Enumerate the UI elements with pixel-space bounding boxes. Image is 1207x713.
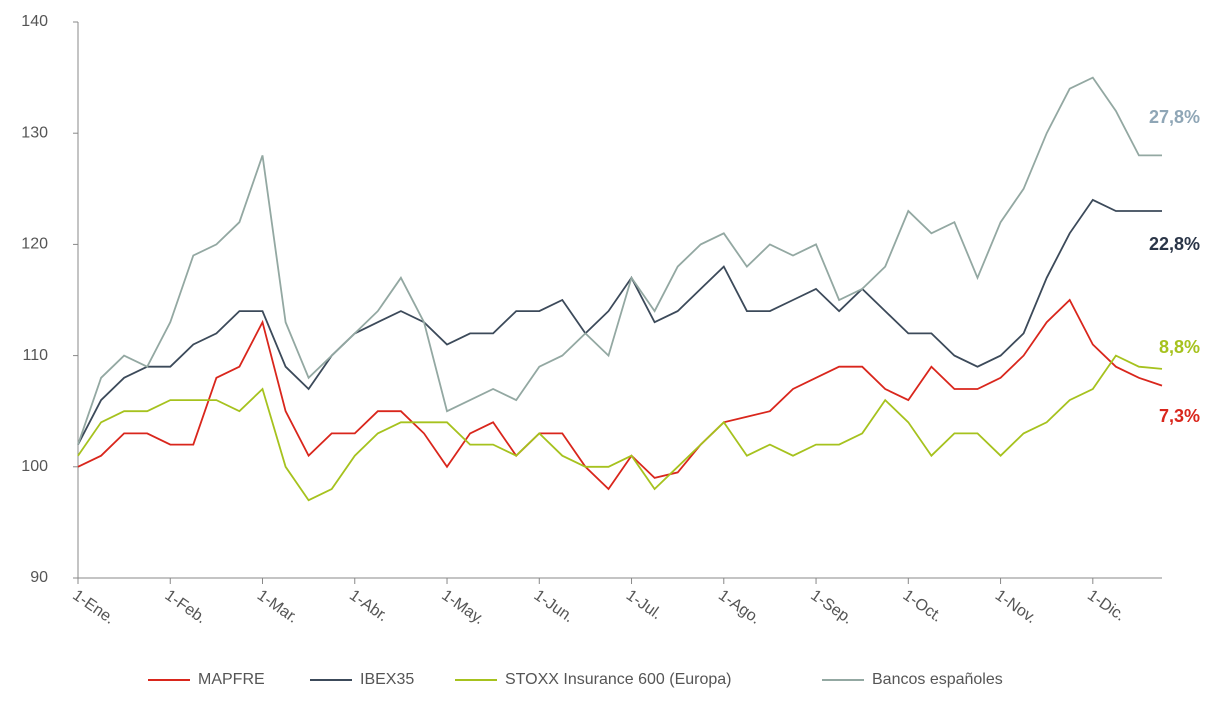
y-tick-label: 130 [21, 124, 48, 141]
legend-label: MAPFRE [198, 671, 265, 688]
y-tick-label: 120 [21, 236, 48, 253]
end-label: 27,8% [1149, 107, 1200, 127]
y-tick-label: 140 [21, 13, 48, 30]
legend-label: IBEX35 [360, 671, 414, 688]
legend-label: Bancos españoles [872, 671, 1003, 688]
series-line [77, 76, 1162, 445]
x-tick-label: 1-May. [438, 587, 487, 628]
series-line [77, 354, 1163, 502]
x-tick-label: 1-Mar. [254, 587, 301, 627]
x-tick-label: 1-Nov. [992, 587, 1039, 627]
end-label: 7,3% [1159, 406, 1200, 426]
x-tick-label: 1-Dic. [1084, 587, 1128, 625]
x-tick-label: 1-Abr. [346, 587, 391, 625]
y-tick-label: 100 [21, 458, 48, 475]
end-label: 22,8% [1149, 234, 1200, 254]
y-tick-label: 110 [22, 347, 48, 364]
series-line [77, 298, 1163, 491]
x-tick-label: 1-Ago. [715, 587, 763, 628]
x-tick-label: 1-Oct. [900, 587, 945, 626]
y-tick-label: 90 [30, 569, 48, 586]
x-tick-label: 1-Sep. [807, 587, 855, 628]
x-tick-label: 1-Jul. [623, 587, 665, 623]
x-tick-label: 1-Ene. [69, 587, 117, 628]
end-label: 8,8% [1159, 337, 1200, 357]
x-tick-label: 1-Feb. [162, 587, 210, 627]
x-tick-label: 1-Jun. [531, 587, 577, 626]
series-line [77, 198, 1162, 446]
legend-label: STOXX Insurance 600 (Europa) [505, 671, 732, 688]
